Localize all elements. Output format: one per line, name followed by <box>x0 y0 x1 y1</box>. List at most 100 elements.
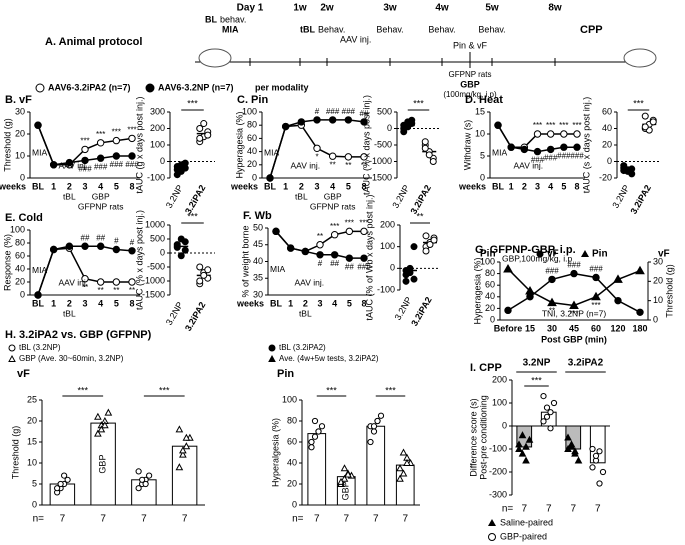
data-point <box>54 485 61 492</box>
panel-title: E. Cold <box>5 212 43 224</box>
legend-marker <box>536 250 544 258</box>
data-point <box>175 425 184 433</box>
y-tick-label: 100 <box>480 256 495 266</box>
legend-marker <box>8 344 16 352</box>
data-point <box>503 263 513 273</box>
y-tick-label: -100 <box>147 172 165 182</box>
panel-title: C. Pin <box>237 94 268 106</box>
y-tick-label: 0 <box>490 314 495 324</box>
data-point <box>330 231 339 239</box>
data-point <box>313 116 321 124</box>
y-tick-label: 40 <box>253 256 263 266</box>
significance: ### <box>570 151 584 160</box>
data-point <box>94 412 102 420</box>
x-tick-label: 1 <box>51 298 56 308</box>
y-tick-label: -200 <box>489 466 507 476</box>
data-point <box>204 131 212 139</box>
x-tick-label: BL <box>270 298 282 308</box>
y-tick-label: 45 <box>253 239 263 249</box>
data-point <box>196 277 204 285</box>
data-point <box>128 278 136 286</box>
y-tick-label: 100 <box>492 397 507 407</box>
data-point <box>522 456 530 464</box>
y-tick-label: 200 <box>380 219 395 229</box>
x-tick-label: 3.2NP <box>164 300 185 327</box>
y-axis-label: Post-pre conditioning <box>478 395 488 480</box>
x-tick-label: 8 <box>129 181 134 191</box>
data-point <box>374 417 381 425</box>
data-point <box>564 433 572 441</box>
timepoint-label: 2w <box>320 3 334 14</box>
data-point <box>175 463 184 471</box>
data-point <box>128 134 136 143</box>
data-point <box>173 242 181 250</box>
x-tick-label: 3 <box>82 181 87 191</box>
data-point <box>104 408 113 416</box>
y-tick-label: 0 <box>20 289 25 299</box>
x-tick-label: 5 <box>561 181 566 191</box>
data-point <box>200 120 208 128</box>
rat-icon <box>623 48 657 68</box>
data-point <box>181 238 189 246</box>
rat-icon <box>198 48 232 68</box>
y-tick-label: 500 <box>377 106 392 116</box>
bar <box>90 422 116 506</box>
protocol-event: (100mg/kg, i.p) <box>443 90 497 99</box>
bar-label: GBP <box>98 455 108 474</box>
data-point <box>429 158 437 165</box>
data-point <box>370 428 378 435</box>
significance: ### <box>94 162 108 171</box>
y-axis-label: tAUC (% x days post inj.) <box>134 210 144 310</box>
data-point <box>641 123 649 131</box>
y-axis-label: tAUC (g x days post inj.) <box>134 96 144 193</box>
legend-marker <box>488 533 496 541</box>
data-point <box>408 116 416 124</box>
annotation: GFPNP rats <box>78 201 124 211</box>
annotation: MIA <box>270 264 285 274</box>
data-point <box>560 143 568 151</box>
data-point <box>96 154 105 162</box>
data-point <box>340 474 349 482</box>
significance: ### <box>557 151 571 160</box>
x-tick-label: 2 <box>67 298 72 308</box>
legend-marker <box>8 354 16 362</box>
data-point <box>533 147 542 156</box>
n-value: 7 <box>100 514 106 525</box>
significance: *** <box>127 126 136 135</box>
y-tick-label: 0 <box>390 263 395 273</box>
data-point <box>560 130 568 138</box>
data-point <box>128 152 136 160</box>
significance: ### <box>544 154 558 163</box>
x-tick-label: 8 <box>129 298 134 308</box>
significance: # <box>318 259 323 268</box>
significance: ** <box>98 286 104 295</box>
data-point <box>421 138 429 146</box>
data-point <box>316 251 324 259</box>
chart-title: vF <box>17 368 30 380</box>
n-value: 7 <box>521 504 527 515</box>
data-point <box>57 480 64 488</box>
y-tick-label: -1000 <box>369 156 392 166</box>
data-point <box>179 446 187 454</box>
significance: ### <box>589 265 603 274</box>
significance: *** <box>633 98 644 108</box>
significance: *** <box>569 310 578 319</box>
data-point <box>94 429 102 437</box>
y-tick-label: 20 <box>485 303 495 313</box>
x-axis-label: weeks <box>230 181 258 191</box>
y-tick-label: -500 <box>374 139 392 149</box>
timepoint-label: 8w <box>548 3 562 14</box>
data-point <box>507 143 515 151</box>
x-tick-label: 15 <box>525 323 535 333</box>
annotation: AAV inj. <box>291 160 321 170</box>
x-tick-label: 8 <box>361 181 366 191</box>
data-point <box>204 266 212 274</box>
significance: *** <box>559 121 568 130</box>
data-point <box>614 296 622 305</box>
significance: ## <box>96 233 105 242</box>
protocol-event: behav. <box>220 14 246 24</box>
data-point <box>81 145 89 154</box>
timepoint-label: 1w <box>293 3 307 14</box>
data-point <box>128 247 136 255</box>
data-point <box>96 242 105 250</box>
